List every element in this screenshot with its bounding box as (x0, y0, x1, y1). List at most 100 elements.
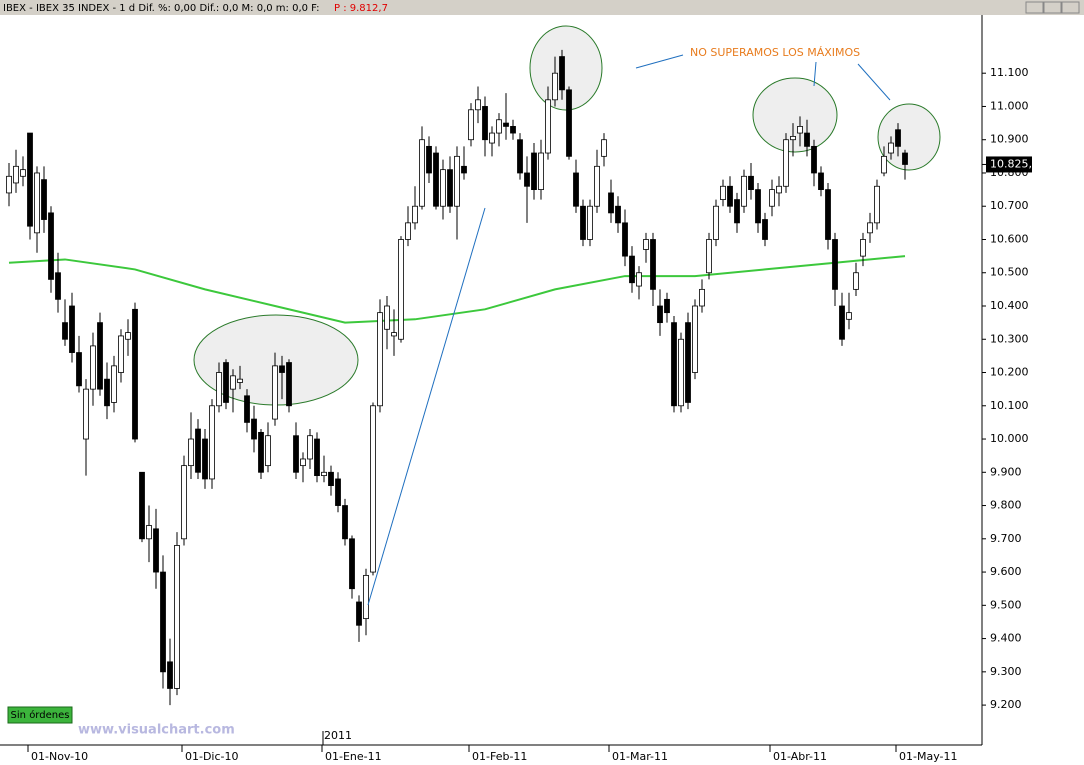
candle-body (153, 528, 159, 573)
window-buttons[interactable] (1025, 1, 1080, 14)
candle-body (867, 222, 873, 234)
candle-body (342, 505, 348, 540)
candle-body (734, 199, 740, 224)
candle-body (279, 365, 285, 373)
candle-body (475, 99, 481, 111)
candle-body (741, 175, 747, 207)
candle-body (552, 72, 558, 101)
candle-body (83, 388, 89, 440)
candle-body (181, 465, 187, 540)
candle-body (447, 169, 453, 207)
x-tick-label: 01-Dic-10 (185, 750, 239, 763)
candle-body (846, 312, 852, 320)
candle-body (482, 106, 488, 141)
candle-body (69, 305, 75, 353)
candle-body (615, 205, 621, 224)
y-tick-label: 9.200 (990, 698, 1022, 711)
candle-body (335, 478, 341, 506)
x-tick-label: 01-Nov-10 (31, 750, 88, 763)
candle-body (272, 365, 278, 420)
candle-body (622, 222, 628, 257)
candle-body (825, 189, 831, 240)
candle-body (713, 205, 719, 240)
watermark: www.visualchart.com (78, 723, 235, 738)
x-tick-label: 01-Abr-11 (773, 750, 827, 763)
y-tick-label: 9.600 (990, 565, 1022, 578)
y-tick-label: 9.800 (990, 499, 1022, 512)
candle-body (678, 338, 684, 407)
candle-body (699, 288, 705, 307)
y-tick-label: 9.700 (990, 532, 1022, 545)
candle-body (706, 239, 712, 274)
candle-body (146, 525, 152, 540)
candle-body (664, 298, 670, 314)
candle-body (692, 305, 698, 373)
candle-body (391, 332, 397, 337)
candle-body (748, 175, 754, 191)
x-tick-label: 01-Mar-11 (612, 750, 668, 763)
candle-body (440, 169, 446, 207)
candle-body (55, 272, 61, 300)
candle-body (244, 395, 250, 423)
candle-body (461, 165, 467, 174)
candle-body (48, 212, 54, 280)
y-tick-label: 10.400 (990, 299, 1029, 312)
candle-body (531, 152, 537, 191)
candle-body (265, 435, 271, 467)
year-label: 2011 (324, 729, 352, 742)
candle-body (349, 538, 355, 590)
candle-body (874, 185, 880, 224)
y-tick-label: 10.600 (990, 232, 1029, 245)
candle-body (167, 661, 173, 689)
candle-body (503, 122, 509, 127)
candle-body (517, 139, 523, 174)
trend-lines (367, 54, 891, 606)
candle-body (293, 435, 299, 473)
title: IBEX - IBEX 35 INDEX - 1 d Dif. %: 0,00 … (3, 3, 320, 14)
candle-body (426, 145, 432, 174)
candle-body (62, 322, 68, 340)
candle-body (419, 139, 425, 207)
candle-body (860, 239, 866, 257)
candle-body (832, 239, 838, 290)
candle-body (671, 322, 677, 407)
candle-body (433, 152, 439, 207)
candle-body (195, 428, 201, 473)
candle-body (657, 305, 663, 324)
candle-body (643, 239, 649, 250)
candle-body (853, 272, 859, 290)
candle-body (237, 378, 243, 383)
candle-body (6, 175, 12, 194)
price: P : 9.812,7 (334, 3, 388, 14)
candle-body (300, 458, 306, 467)
candle-body (629, 255, 635, 284)
annotation-text: NO SUPERAMOS LOS MÁXIMOS (690, 46, 860, 59)
moving-average (8, 255, 906, 324)
candle-body (797, 126, 803, 134)
candle-body (118, 335, 124, 373)
candle-body (377, 312, 383, 407)
orders-button-label[interactable]: Sin órdenes (11, 709, 70, 721)
candle-body (601, 139, 607, 157)
y-tick-label: 10.900 (990, 133, 1029, 146)
candle-body (811, 145, 817, 174)
last-price-box (986, 156, 1032, 173)
candle-body (34, 172, 40, 234)
candle-body (902, 152, 908, 165)
candle-body (636, 272, 642, 287)
y-tick-label: 11.100 (990, 66, 1029, 79)
candle-body (20, 169, 26, 177)
candle-body (769, 189, 775, 207)
candle-body (559, 56, 565, 91)
candle-body (412, 205, 418, 224)
y-tick-label: 9.900 (990, 465, 1022, 478)
candle-body (111, 365, 117, 403)
orders-button[interactable] (7, 706, 73, 724)
candle-body (538, 152, 544, 191)
candle-body (76, 352, 82, 387)
candle-body (307, 435, 313, 460)
candle-body (524, 172, 530, 187)
candle-body (251, 418, 257, 440)
candle-body (384, 305, 390, 330)
candle-body (566, 89, 572, 157)
